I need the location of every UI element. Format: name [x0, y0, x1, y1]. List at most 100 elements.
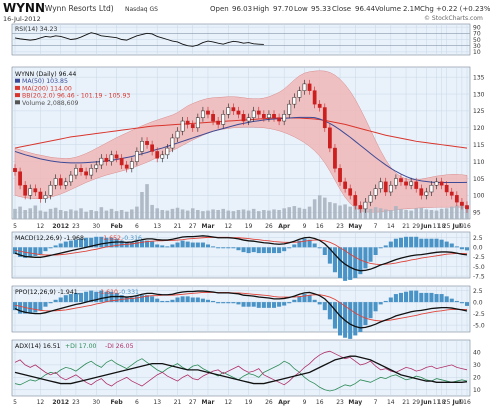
ppo-line [14, 290, 468, 329]
adx-x-tick-label: 29 [412, 399, 420, 406]
price-x-tick-label: 2012 [52, 223, 69, 230]
ppo-histogram-bar [409, 290, 414, 303]
macd-legend-signal: -1.652, [101, 235, 123, 242]
price-candle [444, 184, 449, 193]
price-candle [394, 178, 398, 186]
volume-bar [378, 208, 383, 219]
close-label: Close [332, 5, 351, 13]
macd-histogram-bar [145, 240, 150, 248]
price-ytick-label: 95 [473, 210, 481, 217]
adx-x-tick-label: 21 [174, 399, 182, 406]
macd-histogram-bar [464, 247, 470, 251]
macd-histogram-bar [256, 247, 261, 254]
ppo-histogram-bar [353, 302, 358, 336]
volume-bar [109, 208, 114, 219]
ppo-histogram-bar [160, 300, 165, 303]
ppo-histogram-bar [414, 290, 419, 303]
volume-bar [394, 206, 398, 219]
volume-bar [328, 202, 332, 219]
ppo-histogram-bar [454, 300, 459, 303]
price-x-tick-label: 26 [265, 223, 273, 230]
macd-histogram-bar [338, 247, 343, 278]
volume-bar [455, 205, 459, 219]
volume-bar [373, 207, 378, 219]
macd-histogram-bar [302, 238, 307, 248]
macd-histogram-bar [449, 243, 454, 248]
ppo-histogram-bar [261, 302, 266, 308]
adx-x-tick-label: 16 [463, 399, 471, 406]
ppo-histogram-bar [373, 302, 378, 312]
ppo-histogram-bar [292, 299, 297, 303]
macd-histogram-bar [322, 247, 327, 255]
macd-histogram-bar [454, 246, 459, 248]
price-candle [409, 181, 414, 186]
macd-histogram-bar [266, 247, 271, 254]
price-x-tick-label: Mar [201, 223, 214, 230]
price-candle [68, 174, 73, 183]
macd-histogram-bar [226, 247, 231, 249]
ppo-legend-signal: -1.610, [98, 289, 120, 296]
ppo-panel-frame [11, 285, 471, 333]
volume-bar [114, 211, 119, 219]
adx-x-tick-label: 25 [443, 399, 451, 406]
volume-bar [69, 209, 73, 219]
macd-histogram-bar [419, 238, 424, 248]
ppo-histogram-bar [317, 302, 322, 305]
price-candle [104, 157, 109, 162]
price-x-tick-label: Jun [420, 223, 432, 230]
macd-histogram-bar [251, 247, 256, 253]
volume-bar [353, 202, 358, 219]
volume-bar [175, 207, 180, 219]
price-candle [79, 168, 83, 172]
volume-bar [348, 206, 352, 219]
price-candle [328, 127, 332, 149]
adx-x-tick-label: 26 [265, 399, 273, 406]
price-candle [302, 83, 307, 91]
price-x-tick-label: Feb [110, 223, 123, 230]
price-candle [206, 110, 210, 115]
price-candle [74, 168, 78, 176]
volume-bar [33, 205, 38, 219]
price-candle [195, 117, 200, 129]
volume-bar [170, 208, 175, 219]
macd-histogram-bar [99, 236, 104, 248]
volume-bar [297, 207, 302, 219]
macd-histogram-bar [388, 241, 393, 248]
price-candle [180, 120, 185, 132]
high-label: High [253, 5, 269, 13]
minus-di-line [14, 350, 468, 387]
low-label: Low [294, 5, 308, 13]
macd-legend-hist: -0.316 [122, 235, 142, 242]
price-candle [383, 181, 388, 193]
price-candle [135, 151, 139, 162]
volume-bar [180, 209, 185, 219]
ppo-histogram-bar [302, 294, 307, 303]
price-legend-ma50: MA(50) 103.85 [22, 78, 68, 85]
macd-ytick-label: 2.5 [473, 235, 483, 242]
rsi-ytick-label: 30 [473, 43, 481, 50]
ppo-histogram-bar [404, 291, 409, 303]
plus-di-line [14, 358, 468, 392]
ppo-histogram-bar [185, 296, 190, 303]
price-ytick-label: 130 [473, 91, 485, 98]
ppo-histogram-bar [190, 297, 195, 303]
price-candle [388, 184, 393, 193]
ppo-histogram-bar [231, 302, 236, 304]
volume-bar [221, 208, 226, 219]
price-x-tick-label: 16 [463, 223, 471, 230]
volume-bar [84, 211, 88, 219]
price-x-tick-label: 29 [412, 223, 420, 230]
price-candle [404, 181, 408, 186]
ppo-histogram-bar [58, 297, 63, 303]
macd-histogram-bar [393, 238, 398, 248]
volume-bar [48, 208, 53, 219]
ppo-histogram-bar [129, 297, 134, 303]
volume-bar [130, 209, 134, 219]
macd-histogram-bar [429, 238, 434, 248]
volume-bar [89, 210, 93, 219]
price-candle [201, 110, 205, 118]
ppo-signal-line [14, 291, 468, 322]
macd-histogram-bar [33, 247, 38, 256]
price-candle [48, 184, 53, 196]
adx-x-tick-label: 19 [245, 399, 253, 406]
